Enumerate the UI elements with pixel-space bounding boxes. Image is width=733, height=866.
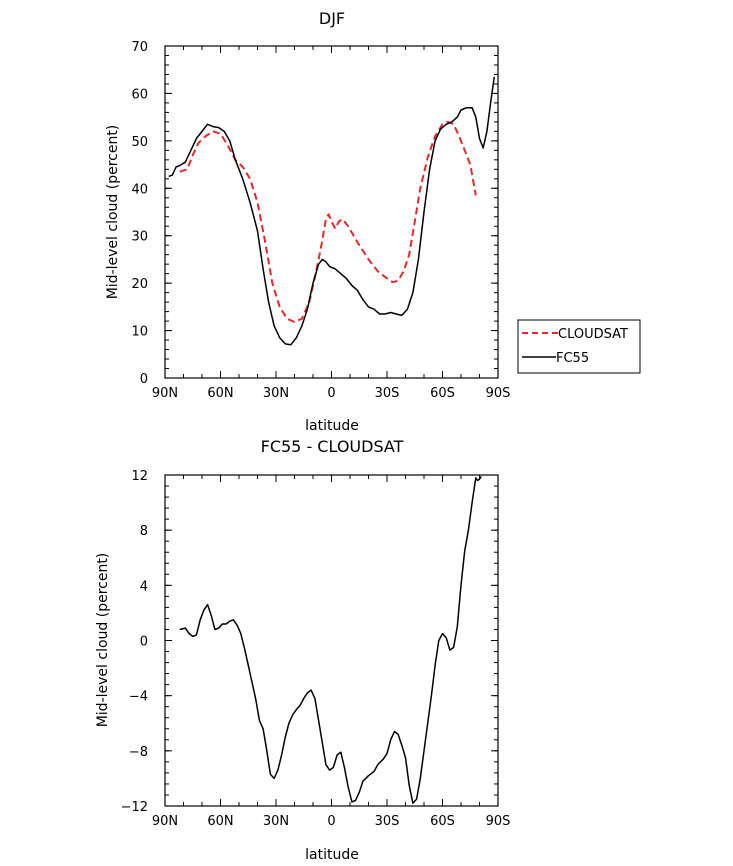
top-x-tick-label: 30S	[375, 386, 400, 401]
top-y-tick-label: 30	[131, 230, 148, 245]
bottom-x-tick-label: 90S	[486, 814, 511, 829]
bottom-x-tick-labels: 90N 60N 30N 0 30S 60S 90S	[152, 814, 511, 829]
top-x-tick-labels: 90N 60N 30N 0 30S 60S 90S	[152, 386, 511, 401]
bottom-x-tick-label: 30S	[375, 814, 400, 829]
top-y-tick-label: 20	[131, 277, 148, 292]
bottom-x-tick-label: 90N	[152, 814, 178, 829]
top-panel: DJF 90N 60N 30N 0 30S 60S 90S 010203040506070 …	[105, 9, 510, 434]
bottom-y-tick-label: −4	[129, 690, 148, 705]
legend-cloudsat-label: CLOUDSAT	[558, 327, 628, 342]
bottom-y-tick-label: 4	[140, 579, 148, 594]
top-x-tick-label: 30N	[263, 386, 289, 401]
bottom-y-tick-label: 0	[140, 635, 148, 650]
top-y-tick-label: 70	[131, 40, 148, 55]
bottom-y-tick-labels: −12 −8 −4 0 4 8 12	[121, 469, 148, 815]
top-x-tick-label: 60S	[430, 386, 455, 401]
bottom-y-tick-label: 12	[131, 469, 148, 484]
bottom-plot-frame	[164, 474, 499, 807]
bottom-y-tick-label: −12	[121, 800, 148, 815]
top-x-tick-label: 60N	[207, 386, 233, 401]
top-series-lines	[168, 76, 496, 346]
top-y-tick-label: 60	[131, 87, 148, 102]
bottom-y-tick-label: 8	[140, 524, 148, 539]
bottom-chart-title: FC55 - CLOUDSAT	[261, 437, 404, 456]
bottom-x-axis-label: latitude	[305, 847, 359, 863]
top-chart-title: DJF	[319, 9, 345, 28]
top-y-tick-label: 10	[131, 325, 148, 340]
bottom-series-line-diff	[179, 475, 482, 804]
top-x-axis-label: latitude	[305, 418, 359, 434]
top-y-axis-label: Mid-level cloud (percent)	[105, 125, 121, 300]
legend-box	[517, 319, 641, 374]
legend-fc55-label: FC55	[556, 351, 589, 366]
top-axis-ticks	[164, 45, 499, 379]
bottom-x-tick-label: 60S	[430, 814, 455, 829]
top-series-line-fc55	[168, 76, 496, 346]
top-y-tick-label: 0	[140, 372, 148, 387]
bottom-y-axis-label: Mid-level cloud (percent)	[95, 553, 111, 728]
legend: CLOUDSAT FC55	[517, 319, 641, 374]
bottom-y-tick-label: −8	[129, 745, 148, 760]
bottom-x-tick-label: 0	[327, 814, 335, 829]
top-y-tick-label: 40	[131, 182, 148, 197]
top-y-tick-label: 50	[131, 135, 148, 150]
bottom-panel: FC55 - CLOUDSAT 90N 60N 30N 0 30S 60S 90S −12−…	[95, 437, 510, 863]
bottom-series-lines	[179, 475, 482, 804]
bottom-x-tick-label: 60N	[207, 814, 233, 829]
top-series-line-cloudsat	[179, 120, 477, 323]
bottom-x-tick-label: 30N	[263, 814, 289, 829]
top-y-tick-labels: 0 10 20 30 40 50 60 70	[131, 40, 148, 387]
bottom-axis-ticks	[164, 474, 499, 807]
top-plot-frame	[164, 45, 499, 379]
top-x-tick-label: 90S	[486, 386, 511, 401]
top-x-tick-label: 90N	[152, 386, 178, 401]
top-x-tick-label: 0	[327, 386, 335, 401]
